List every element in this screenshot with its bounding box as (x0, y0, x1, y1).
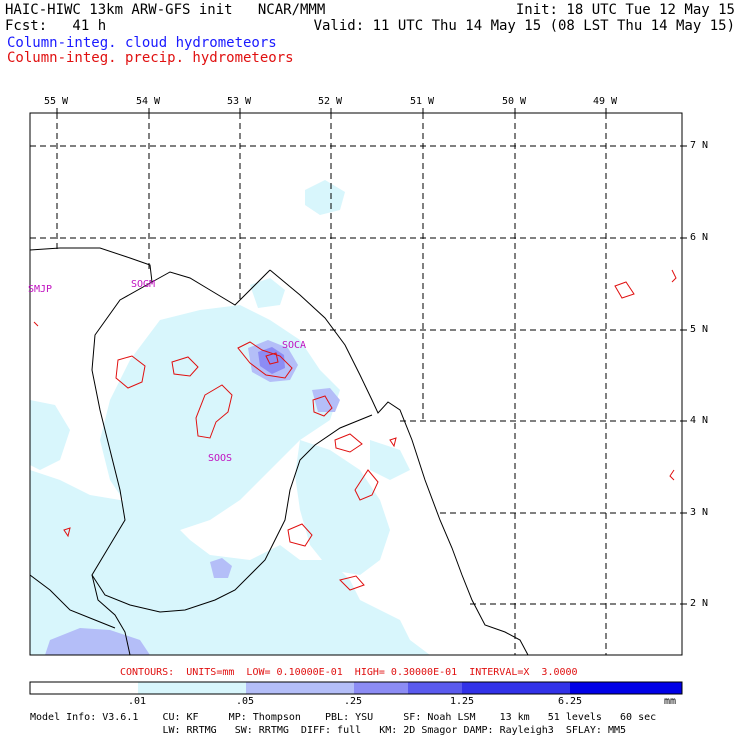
coastline (269, 269, 529, 655)
contour (33, 321, 39, 327)
colorbar-label: .25 (344, 696, 363, 707)
init-time: Init: 18 UTC Tue 12 May 15 (515, 2, 735, 18)
colorbar-bin (30, 682, 138, 694)
colorbar-bin (570, 682, 682, 694)
border-gf-brazil-west (91, 281, 153, 655)
precip-contours (33, 269, 677, 591)
cloud-area-south-west (30, 470, 430, 655)
contour (195, 384, 233, 439)
station-label: SMJP (28, 284, 53, 295)
colorbar (29, 681, 683, 695)
lat-label: 4 N (690, 415, 709, 426)
contour (115, 355, 146, 389)
lat-label: 7 N (690, 140, 709, 151)
cloud-area-north (305, 180, 345, 215)
cloud-area-nw (250, 278, 285, 308)
contour (339, 575, 365, 591)
colorbar-label: .01 (128, 696, 147, 707)
contour (265, 352, 279, 365)
contours-info: CONTOURS: UNITS=mm LOW= 0.10000E-01 HIGH… (120, 667, 578, 678)
contour (287, 523, 313, 547)
colorbar-label: .05 (236, 696, 255, 707)
lon-label: 53 W (227, 96, 252, 107)
colorbar-bin (408, 682, 462, 694)
border-sw (30, 574, 116, 629)
cloud-area-mid-south (370, 440, 410, 480)
field-title-cloud: Column-integ. cloud hydrometeors (7, 35, 277, 51)
colorbar-label: 6.25 (558, 696, 583, 707)
lat-label: 6 N (690, 232, 709, 243)
coastline-borders (30, 247, 529, 655)
border-west (30, 247, 153, 283)
model-info-line2: LW: RRTMG SW: RRTMG DIFF: full KM: 2D Sm… (30, 725, 627, 736)
contour (354, 469, 379, 501)
precip-area-coast (312, 388, 340, 412)
lon-label: 49 W (593, 96, 618, 107)
colorbar-bin (138, 682, 246, 694)
valid-time: Valid: 11 UTC Thu 14 May 15 (08 LST Thu … (313, 18, 735, 34)
cloud-area-east-coast (295, 440, 390, 575)
lon-label: 55 W (44, 96, 69, 107)
contour (671, 269, 677, 283)
border-south (91, 414, 373, 613)
colorbar-bin (354, 682, 408, 694)
station-label: SOOS (208, 453, 233, 464)
colorbar-label: 1.25 (450, 696, 475, 707)
lon-label: 52 W (318, 96, 343, 107)
colorbar-bin (246, 682, 354, 694)
lon-label: 51 W (410, 96, 435, 107)
model-title: HAIC-HIWC 13km ARW-GFS init NCAR/MMM (5, 2, 326, 18)
colorbar-bin (462, 682, 570, 694)
lat-label: 3 N (690, 507, 709, 518)
colorbar-units: mm (664, 696, 677, 707)
contour (237, 341, 293, 379)
contour (171, 356, 199, 377)
lon-label: 50 W (502, 96, 527, 107)
forecast-label: Fcst: 41 h (5, 18, 107, 34)
lat-label: 2 N (690, 598, 709, 609)
station-label: SOGM (131, 279, 156, 290)
hydrometeor-fill-layer (30, 180, 430, 655)
contour (389, 437, 397, 448)
lon-label: 54 W (136, 96, 161, 107)
contour (63, 527, 71, 538)
contour (669, 469, 675, 481)
field-title-precip: Column-integ. precip. hydrometeors (7, 50, 294, 66)
model-info-line1: Model Info: V3.6.1 CU: KF MP: Thompson P… (30, 712, 657, 723)
station-label: SOCA (282, 340, 307, 351)
contour (614, 281, 635, 299)
precip-area-south (210, 558, 232, 578)
cloud-area-far-west (30, 400, 70, 470)
map-frame (29, 108, 687, 656)
lat-label: 5 N (690, 324, 709, 335)
precip-area-sw (45, 628, 150, 655)
contour (312, 395, 333, 417)
precip-area-socA-core (258, 347, 285, 374)
border-suriname-gf (151, 269, 271, 306)
contour (334, 433, 363, 453)
lat-lon-grid (30, 113, 682, 655)
